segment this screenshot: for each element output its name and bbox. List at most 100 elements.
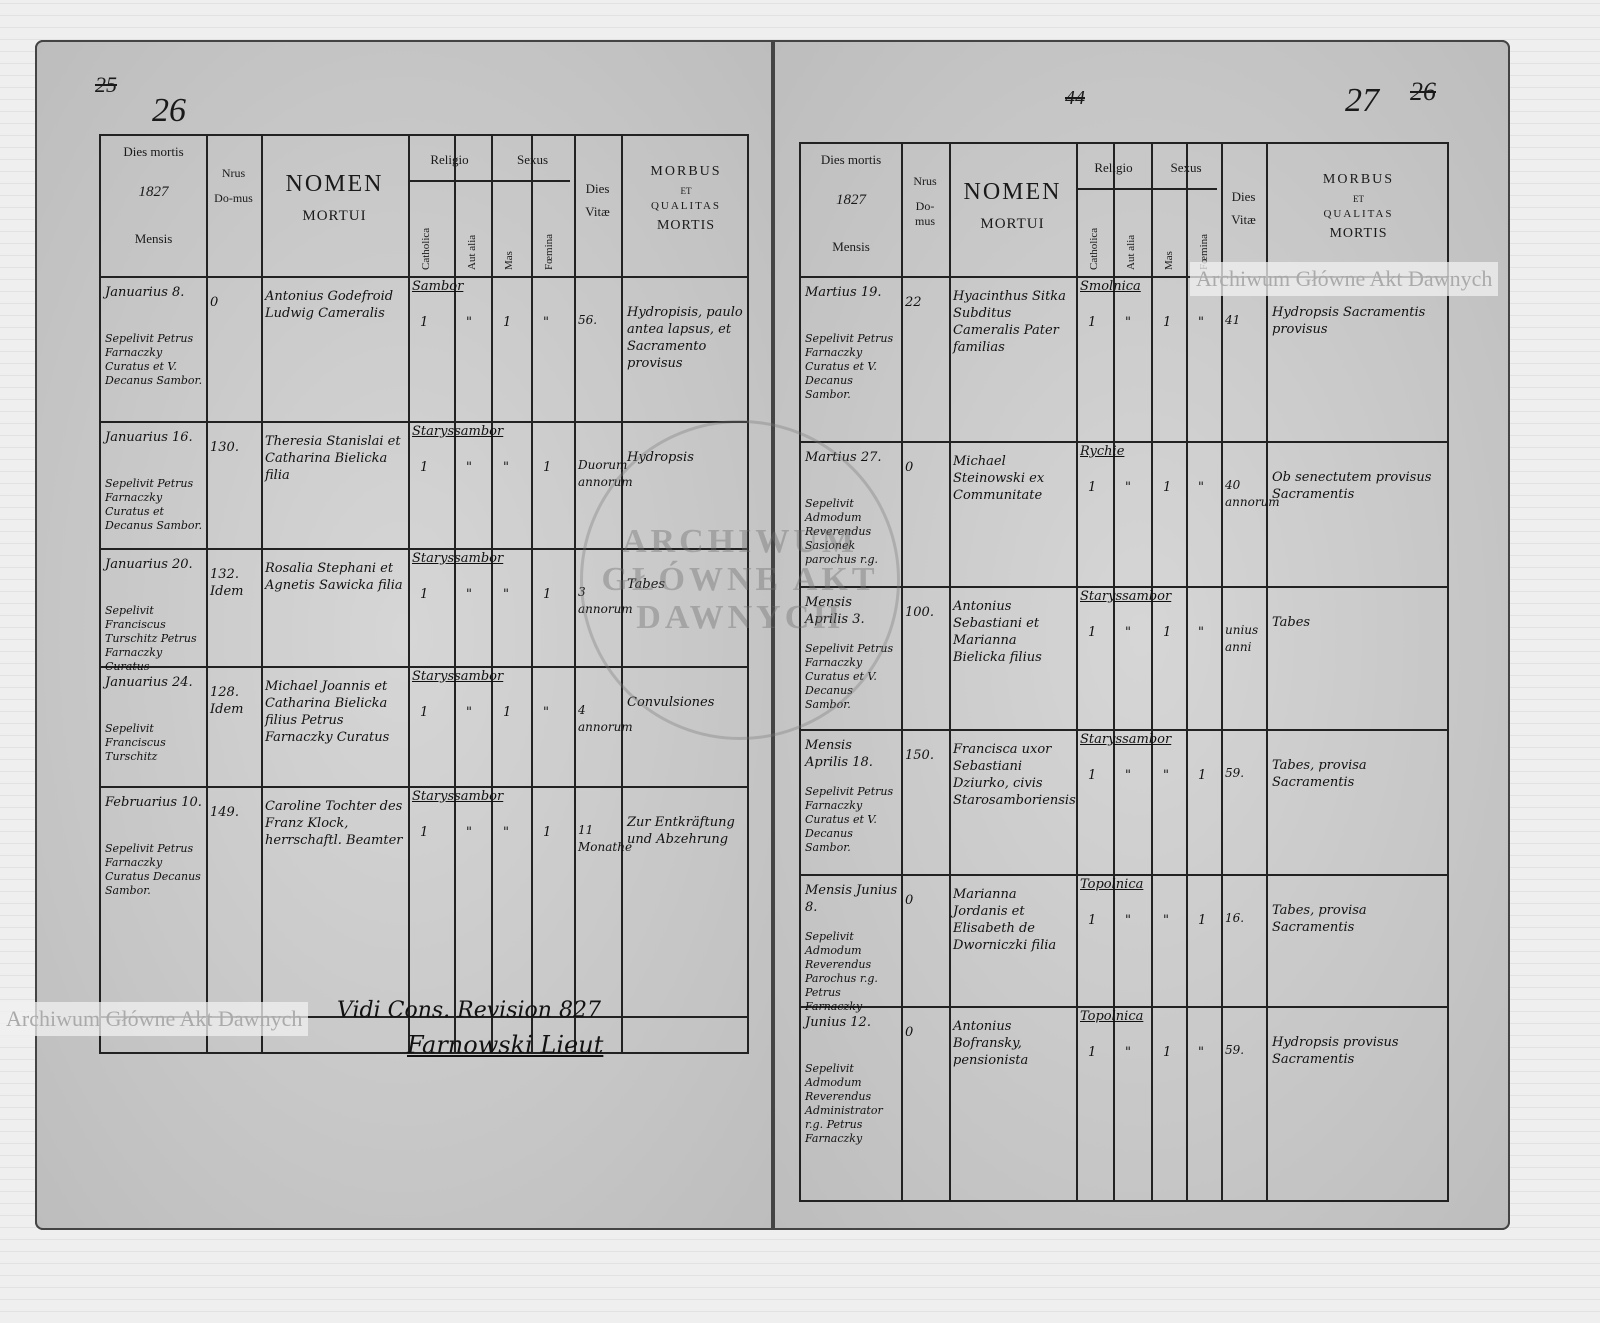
header-domus: Do-mus xyxy=(914,199,935,228)
entry-cath: 1 xyxy=(420,587,429,602)
entry-age: 16. xyxy=(1225,911,1245,925)
entry-burial-note: Sepelivit Admodum Reverendus Parochus r.… xyxy=(805,930,878,1013)
entry-morbus: Hydropsis provisus Sacramentis xyxy=(1272,1035,1399,1067)
entry-name: Michael Joannis et Catharina Bielicka fi… xyxy=(265,679,390,745)
column-rule xyxy=(1266,144,1268,1200)
entry-alia: " xyxy=(1125,913,1131,928)
entry-age: 59. xyxy=(1225,1043,1245,1057)
entry-cath: 1 xyxy=(1088,315,1097,330)
row-rule xyxy=(801,1006,1447,1008)
header-foemina: Fœmina xyxy=(543,233,555,270)
header-religio: Religio xyxy=(1094,160,1133,175)
column-rule xyxy=(1076,144,1078,1200)
entry-mas: " xyxy=(1163,913,1169,928)
entry-place: Topolnica xyxy=(1080,1009,1144,1024)
header-rule xyxy=(801,276,1447,278)
entry-place: Staryssambor xyxy=(412,669,504,684)
entry-age: 59. xyxy=(1225,766,1245,780)
subheader-rule xyxy=(408,180,570,182)
entry-place: Staryssambor xyxy=(1080,732,1172,747)
entry-alia: " xyxy=(466,825,472,840)
entry-house-number: 0 xyxy=(905,1025,914,1040)
entry-alia: " xyxy=(1125,315,1131,330)
entry-alia: " xyxy=(1125,768,1131,783)
header-rule xyxy=(101,276,747,278)
entry-name: Antonius Sebastiani et Marianna Bielicka… xyxy=(953,599,1042,665)
entry-date: Januarius 8. xyxy=(105,285,185,300)
entry-cath: 1 xyxy=(1088,625,1097,640)
old-page-number: 25 xyxy=(95,72,117,97)
entry-burial-note: Sepelivit Petrus Farnaczky Curatus et V.… xyxy=(105,332,203,387)
header-domus: Do-mus xyxy=(214,191,253,205)
row-rule xyxy=(101,548,747,550)
entry-morbus: Hydropsis Sacramentis provisus xyxy=(1272,305,1426,337)
entry-mas: 1 xyxy=(1163,625,1172,640)
header-mensis: Mensis xyxy=(134,231,173,246)
header-vitae: Vitæ xyxy=(585,204,610,219)
row-rule xyxy=(801,874,1447,876)
entry-place: Topolnica xyxy=(1080,877,1144,892)
entry-mas: " xyxy=(503,587,509,602)
header-nrus: Nrus xyxy=(221,166,246,180)
entry-house-number: 22 xyxy=(905,295,922,310)
header-dies-mortis: Dies mortis xyxy=(820,152,882,167)
entry-alia: " xyxy=(1125,625,1131,640)
header-et: ET xyxy=(1353,194,1364,204)
entry-alia: " xyxy=(466,587,472,602)
header-dies: Dies xyxy=(585,181,610,196)
entry-age: 11 Monathe xyxy=(578,823,633,854)
header-year: 1827 xyxy=(836,192,866,208)
column-rule xyxy=(491,136,493,1052)
entry-age: 4 annorum xyxy=(578,703,633,734)
entry-mas: " xyxy=(503,825,509,840)
entry-name: Hyacinthus Sitka Subditus Cameralis Pate… xyxy=(953,289,1066,355)
entry-morbus: Zur Entkräftung und Abzehrung xyxy=(627,815,735,847)
signature-name: Farnowski Lieut xyxy=(407,1031,604,1059)
header-mas: Mas xyxy=(503,251,515,270)
entry-cath: 1 xyxy=(420,460,429,475)
archive-watermark-left: Archiwum Główne Akt Dawnych xyxy=(0,1002,309,1036)
header-mortis: MORTIS xyxy=(656,218,716,233)
entry-morbus: Ob senectutem provisus Sacramentis xyxy=(1272,470,1432,502)
entry-alia: " xyxy=(466,705,472,720)
entry-cath: 1 xyxy=(1088,768,1097,783)
header-religio: Religio xyxy=(430,152,469,167)
header-catholica: Catholica xyxy=(420,227,432,270)
entry-cath: 1 xyxy=(1088,480,1097,495)
header-year: 1827 xyxy=(138,184,169,200)
entry-foem: 1 xyxy=(1198,768,1207,783)
entry-date: Januarius 16. xyxy=(105,430,193,445)
entry-name: Antonius Bofransky, pensionista xyxy=(953,1019,1029,1068)
header-nomen: NOMEN xyxy=(963,179,1062,205)
entry-name: Michael Steinowski ex Communitate xyxy=(953,454,1045,503)
entry-mas: 1 xyxy=(1163,1045,1172,1060)
entry-name: Antonius Godefroid Ludwig Cameralis xyxy=(265,289,394,321)
header-vitae: Vitæ xyxy=(1231,212,1256,227)
entry-burial-note: Sepelivit Petrus Farnaczky Curatus et De… xyxy=(105,477,203,532)
row-rule xyxy=(101,421,747,423)
entry-date: Januarius 24. xyxy=(105,675,193,690)
entry-house-number: 0 xyxy=(210,295,219,310)
entry-date: Mensis Junius 8. xyxy=(805,883,898,915)
row-rule xyxy=(801,441,1447,443)
entry-name: Rosalia Stephani et Agnetis Sawicka fili… xyxy=(265,561,403,593)
row-rule xyxy=(101,1016,747,1018)
entry-foem: 1 xyxy=(543,587,552,602)
page-number: 27 xyxy=(1345,82,1379,119)
entry-date: Junius 12. xyxy=(805,1015,871,1030)
entry-cath: 1 xyxy=(420,315,429,330)
entry-place: Staryssambor xyxy=(1080,589,1172,604)
entry-place: Rychie xyxy=(1080,444,1125,459)
header-morbus: MORBUS xyxy=(650,164,722,179)
entry-place: Staryssambor xyxy=(412,551,504,566)
header-dies-mortis: Dies mortis xyxy=(123,144,184,159)
header-morbus: MORBUS xyxy=(1322,172,1395,187)
header-dies: Dies xyxy=(1231,189,1256,204)
column-rule xyxy=(949,144,951,1200)
entry-house-number: 149. xyxy=(210,805,239,820)
header-aut_alia: Aut alia xyxy=(1125,234,1137,270)
entry-place: Staryssambor xyxy=(412,789,504,804)
entry-burial-note: Sepelivit Petrus Farnaczky Curatus et V.… xyxy=(805,785,894,854)
entry-mas: 1 xyxy=(1163,480,1172,495)
header-mortui: MORTUI xyxy=(302,208,367,224)
